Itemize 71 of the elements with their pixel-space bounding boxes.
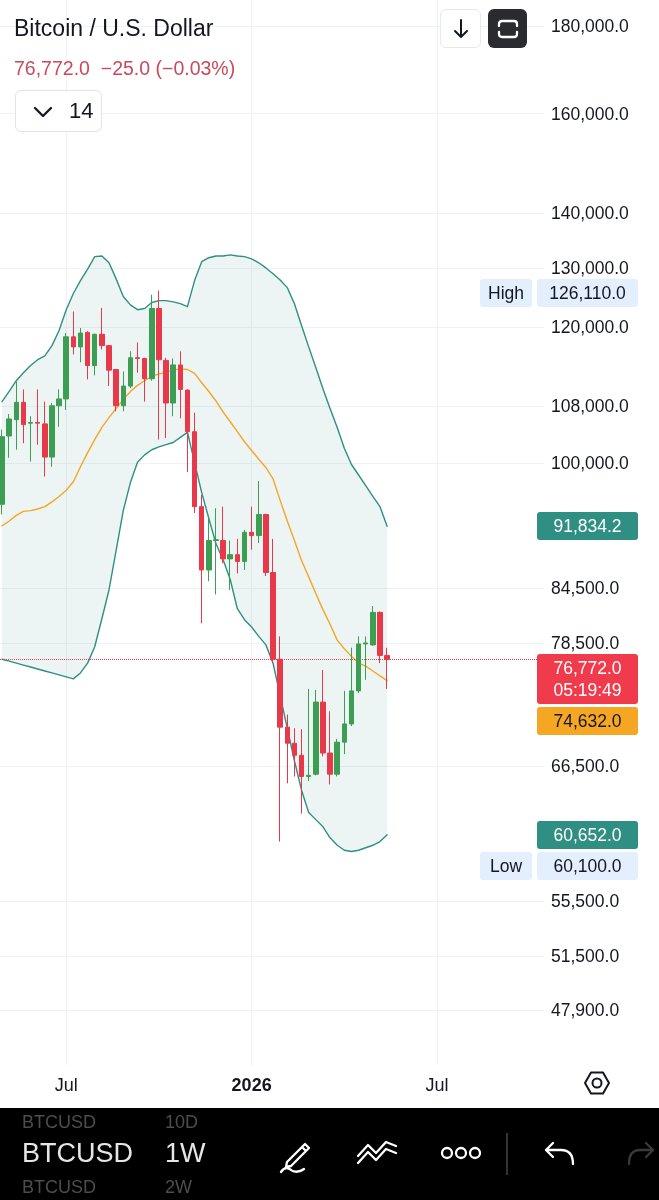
candlestick (285, 714, 290, 784)
y-tick-label: 55,500.0 (551, 890, 620, 911)
candlestick (121, 370, 126, 412)
candlestick (199, 494, 204, 624)
candlestick (235, 538, 240, 574)
text: Bitcoin / U.S. Dollar (14, 14, 214, 43)
text: 76,772.0 −25.0 (−0.03%) (14, 56, 236, 81)
line-series (1, 431, 388, 853)
candlestick (170, 357, 176, 417)
candlestick (349, 647, 354, 727)
y-tick-label: 66,500.0 (551, 756, 620, 777)
line-series (1, 368, 388, 682)
candlestick (128, 350, 133, 389)
candlestick (313, 689, 319, 776)
candlestick (363, 635, 368, 681)
y-tick-label: 160,000.0 (551, 103, 630, 124)
y-tick-label: 51,500.0 (551, 946, 620, 967)
candlestick (85, 330, 90, 380)
y-tick-label: 47,900.0 (551, 1000, 620, 1021)
y-tick-label: 120,000.0 (551, 317, 630, 338)
candlestick (28, 415, 33, 463)
candlestick (342, 690, 347, 755)
tag: Low (480, 851, 532, 880)
x-tick-label: 2026 (231, 1075, 272, 1095)
candlestick (142, 357, 147, 403)
candlestick (71, 311, 76, 356)
candlestick (227, 540, 233, 591)
candlestick (356, 635, 361, 694)
y-tick-label: 78,500.0 (551, 632, 620, 653)
y-tick-label: 180,000.0 (551, 15, 630, 36)
candlestick (185, 388, 190, 473)
candlestick (370, 605, 376, 647)
candlestick (256, 480, 262, 544)
candlestick (178, 350, 183, 419)
candlestick (306, 688, 311, 782)
y-tick-label: 100,000.0 (551, 453, 630, 473)
candlestick (249, 506, 254, 551)
x-tick-label: Jul (425, 1075, 449, 1095)
candlestick (192, 412, 197, 514)
candlestick (42, 401, 48, 477)
toolbar: BTCUSD 10D BTCUSD 1W BTCUSD 2W (0, 1108, 659, 1200)
annotation: 14 (69, 97, 94, 125)
dropdown: 14 (15, 90, 102, 132)
price-tag: 60,652.0 (537, 820, 638, 849)
candlestick (78, 327, 83, 363)
y-tick-label: 140,000.0 (551, 202, 630, 223)
candlestick (156, 290, 162, 441)
candlestick (163, 357, 169, 439)
candlestick (14, 380, 19, 451)
candlestick (334, 738, 340, 777)
y-tick-label: 84,500.0 (551, 578, 620, 599)
candlestick (135, 341, 140, 374)
price-tag: 76,772.0 05:19:49 (537, 653, 638, 704)
price-tag: 60,100.0 (537, 851, 638, 880)
candlestick (21, 388, 26, 444)
y-tick-label: 130,000.0 (551, 257, 630, 278)
candlestick (292, 727, 297, 777)
price-tag: 74,632.0 (537, 706, 638, 735)
line-series (1, 254, 388, 528)
candlestick (220, 506, 226, 564)
candlestick (299, 728, 304, 815)
y-tick-label: 108,000.0 (551, 395, 630, 416)
candlestick (242, 529, 247, 571)
ref-line-label: 76,772.0 (553, 657, 622, 678)
candlestick (92, 333, 97, 376)
x-tick-label: Jul (54, 1075, 78, 1095)
price-tag: 91,834.2 (537, 512, 638, 541)
candlestick (149, 294, 155, 382)
price-tag: 126,110.0 (537, 278, 638, 307)
tag: High (480, 278, 532, 307)
candlestick (35, 388, 40, 446)
